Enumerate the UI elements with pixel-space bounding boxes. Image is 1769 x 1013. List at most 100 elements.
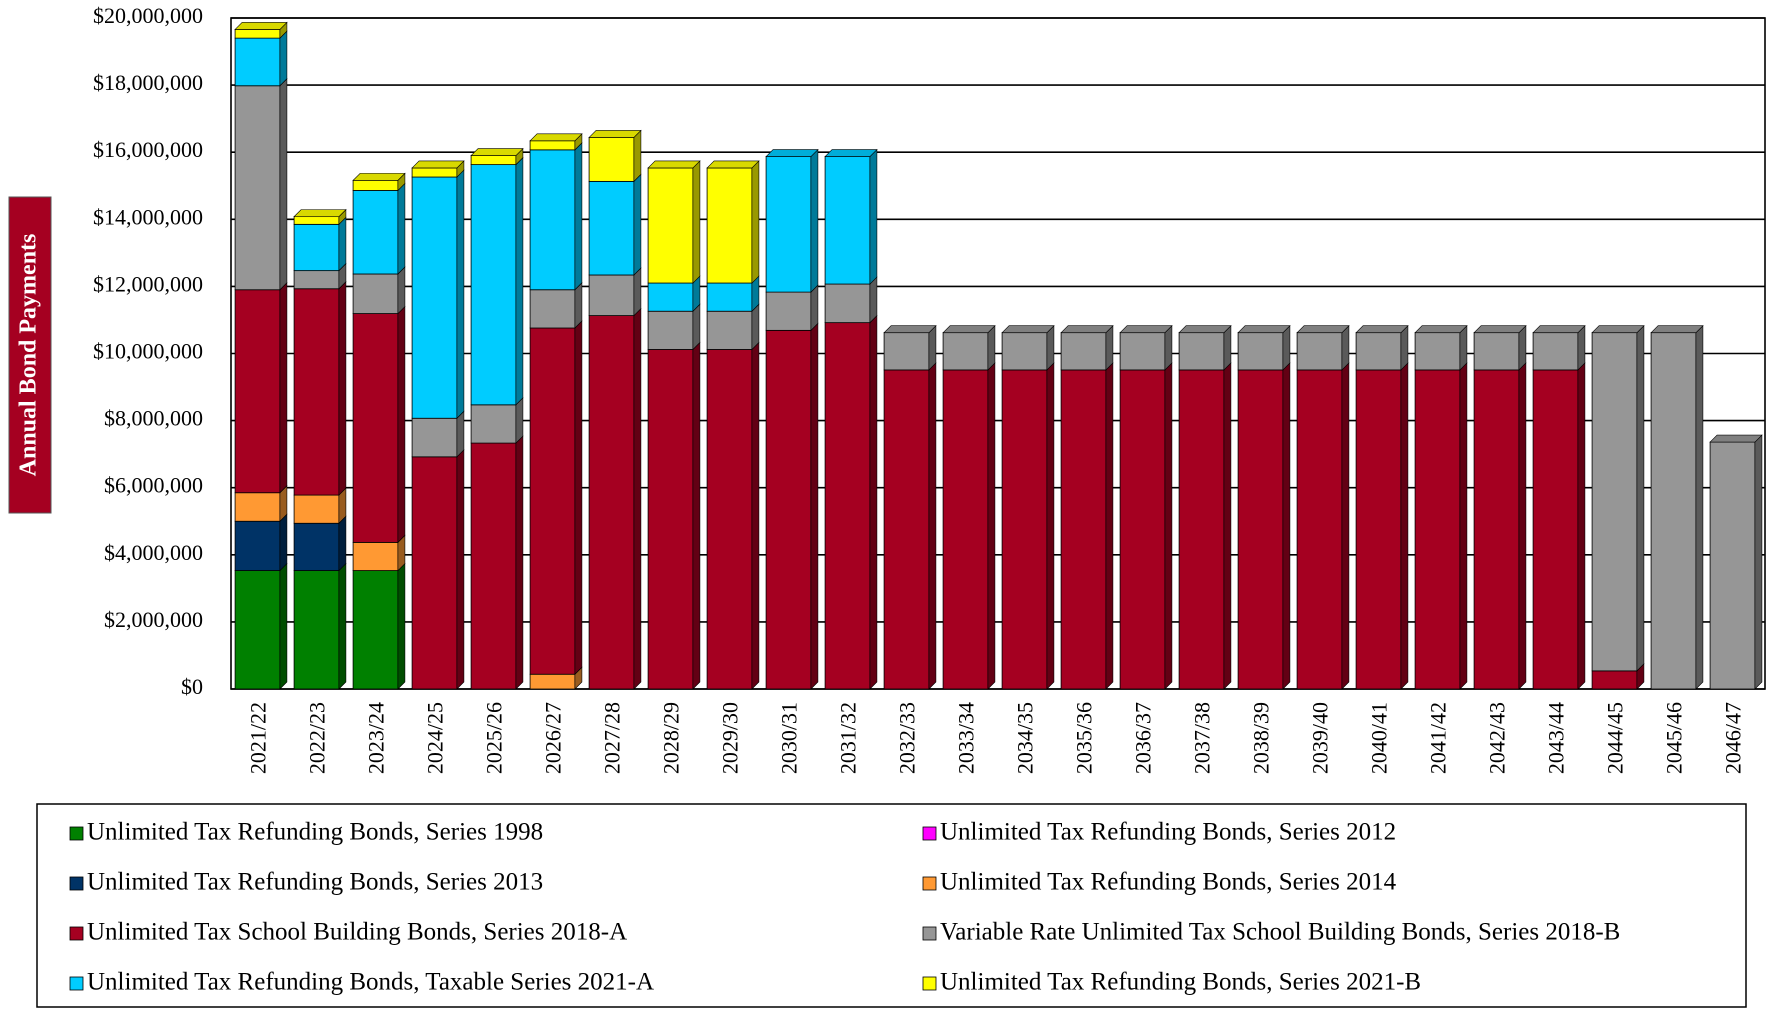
bar-side bbox=[279, 513, 288, 572]
bar-side bbox=[1577, 362, 1586, 690]
bar-side bbox=[1459, 362, 1468, 690]
bar-segment bbox=[1296, 332, 1343, 371]
bar-segment bbox=[706, 282, 753, 312]
bar-segment bbox=[411, 176, 458, 419]
bar-top bbox=[1178, 325, 1232, 333]
bar-side bbox=[692, 160, 701, 284]
bar-side bbox=[515, 156, 524, 406]
y-tick-label: $18,000,000 bbox=[93, 70, 203, 95]
bar-side bbox=[751, 303, 760, 351]
bar-segment bbox=[588, 274, 635, 316]
bar-segment bbox=[529, 327, 576, 675]
bar-side bbox=[574, 142, 583, 291]
y-title-box bbox=[8, 196, 52, 514]
bar-segment bbox=[470, 155, 517, 166]
bar-side bbox=[1282, 324, 1291, 371]
x-tick-label: 2025/26 bbox=[482, 702, 507, 774]
bar-segment bbox=[647, 167, 694, 284]
bar-side bbox=[633, 129, 642, 183]
bar-top bbox=[1296, 325, 1350, 333]
y-tick-label: $12,000,000 bbox=[93, 271, 203, 296]
bar-segment bbox=[1591, 670, 1638, 690]
legend-swatch bbox=[69, 976, 84, 991]
bar-side bbox=[928, 362, 937, 690]
bar-top bbox=[1414, 325, 1468, 333]
bar-segment bbox=[293, 270, 340, 290]
legend-swatch bbox=[922, 926, 937, 941]
bar-segment bbox=[1060, 332, 1107, 371]
x-tick-label: 2027/28 bbox=[600, 702, 625, 774]
bar-segment bbox=[1355, 332, 1402, 371]
bar-segment bbox=[352, 541, 399, 571]
bar-side bbox=[1518, 324, 1527, 371]
bar-side bbox=[1105, 362, 1114, 690]
bar-top bbox=[411, 160, 465, 169]
bar-side bbox=[1577, 324, 1586, 371]
x-tick-label: 2043/44 bbox=[1544, 702, 1569, 774]
x-tick-label: 2041/42 bbox=[1426, 702, 1451, 774]
bar-top bbox=[1119, 325, 1173, 333]
bar-segment bbox=[647, 349, 694, 690]
x-tick-label: 2035/36 bbox=[1072, 702, 1097, 774]
bar-side bbox=[1046, 362, 1055, 690]
bar-side bbox=[338, 281, 347, 496]
bar-top bbox=[1650, 325, 1704, 333]
y-tick-label: $8,000,000 bbox=[104, 406, 203, 431]
bar-side bbox=[456, 410, 465, 458]
legend-box bbox=[36, 803, 1747, 1008]
bar-top bbox=[1355, 325, 1409, 333]
x-tick-label: 2038/39 bbox=[1249, 702, 1274, 774]
x-tick-label: 2024/25 bbox=[423, 702, 448, 774]
bar-segment bbox=[765, 329, 812, 690]
legend-label: Unlimited Tax Refunding Bonds, Taxable S… bbox=[87, 969, 654, 996]
bar-side bbox=[456, 169, 465, 419]
x-tick-label: 2030/31 bbox=[777, 702, 802, 774]
bar-side bbox=[1223, 362, 1232, 690]
bar-side bbox=[574, 282, 583, 329]
bar-side bbox=[574, 320, 583, 675]
bar-side bbox=[810, 284, 819, 332]
x-tick-label: 2046/47 bbox=[1721, 702, 1746, 774]
legend-label: Unlimited Tax Refunding Bonds, Series 20… bbox=[940, 819, 1396, 846]
bar-side bbox=[810, 148, 819, 293]
bar-segment bbox=[529, 289, 576, 329]
bar-segment bbox=[470, 164, 517, 406]
bar-side bbox=[869, 148, 878, 285]
x-tick-label: 2032/33 bbox=[895, 702, 920, 774]
bar-segment bbox=[942, 332, 989, 371]
legend-swatch bbox=[69, 876, 84, 891]
bar-segment bbox=[411, 417, 458, 458]
bar-segment bbox=[1414, 332, 1461, 371]
bar-side bbox=[633, 307, 642, 690]
legend-label: Variable Rate Unlimited Tax School Build… bbox=[940, 919, 1620, 946]
bar-segment bbox=[352, 273, 399, 314]
bar-top bbox=[588, 130, 642, 138]
bar-side bbox=[1223, 324, 1232, 371]
bar-side bbox=[1400, 324, 1409, 371]
bar-side bbox=[1164, 362, 1173, 690]
bar-segment bbox=[1591, 332, 1638, 672]
bar-segment bbox=[706, 167, 753, 284]
y-tick-label: $2,000,000 bbox=[104, 607, 203, 632]
bar-top bbox=[1709, 434, 1763, 443]
bar-segment bbox=[1119, 332, 1166, 371]
bar-side bbox=[279, 562, 288, 690]
y-axis-title: Annual Bond Payments bbox=[16, 234, 42, 477]
bar-side bbox=[633, 173, 642, 276]
bar-side bbox=[692, 341, 701, 690]
bar-segment bbox=[1650, 332, 1697, 690]
bar-segment bbox=[293, 216, 340, 225]
bar-side bbox=[515, 435, 524, 690]
bar-top bbox=[883, 325, 937, 333]
bar-top bbox=[1532, 325, 1586, 333]
y-tick-label: $14,000,000 bbox=[93, 204, 203, 229]
legend-swatch bbox=[922, 876, 937, 891]
bar-segment bbox=[883, 332, 930, 371]
bar-segment bbox=[234, 85, 281, 291]
bar-segment bbox=[1414, 369, 1461, 690]
bar-segment bbox=[588, 180, 635, 276]
legend-swatch bbox=[922, 976, 937, 991]
bar-segment bbox=[352, 313, 399, 543]
bar-segment bbox=[1355, 369, 1402, 690]
bar-segment bbox=[234, 37, 281, 87]
